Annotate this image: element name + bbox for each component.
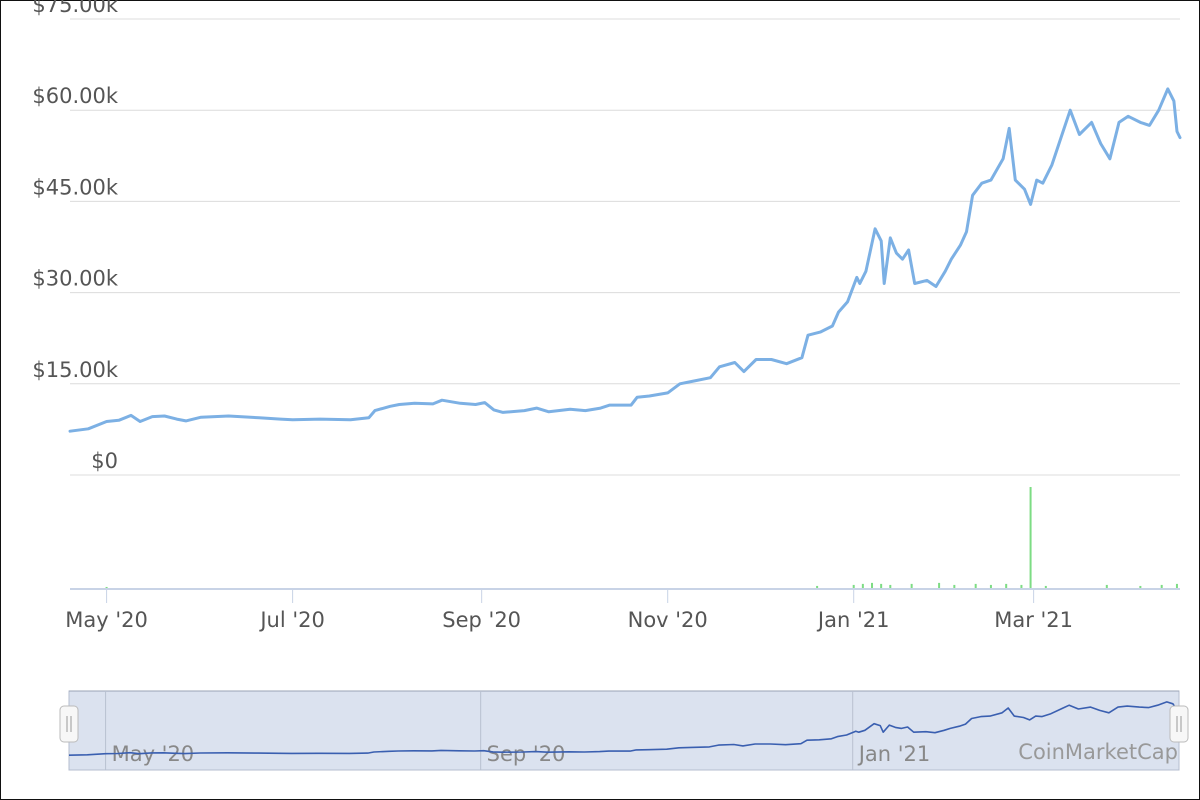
volume-bar — [1020, 584, 1023, 589]
volume-bar — [1005, 583, 1008, 589]
volume-bar — [974, 583, 977, 589]
volume-bar — [861, 583, 864, 589]
x-tick-label: Jul '20 — [258, 608, 325, 632]
volume-bar — [1105, 584, 1108, 589]
navigator-handle-right[interactable] — [1169, 705, 1189, 743]
y-tick-label: $15.00k — [32, 358, 118, 382]
navigator-line — [68, 701, 1180, 756]
y-tick-label: $0 — [91, 449, 118, 473]
price-series — [68, 87, 1182, 433]
y-tick-label: $75.00k — [32, 0, 118, 17]
navigator-tick-label: Jan '21 — [857, 742, 931, 766]
y-axis: $0 $15.00k $30.00k $45.00k $60.00k $75.00k — [32, 0, 118, 473]
volume-bar — [871, 582, 874, 589]
volume-bar — [1029, 487, 1032, 589]
volume-bar — [953, 584, 956, 589]
price-line — [68, 87, 1182, 433]
navigator-selection[interactable] — [68, 690, 1180, 771]
volume-bar — [105, 586, 108, 589]
volume-bar — [938, 582, 941, 589]
volume-bar — [816, 585, 819, 589]
navigator[interactable]: May '20 Sep '20 Jan '21 CoinMarketCap — [59, 690, 1189, 771]
x-tick-label: Nov '20 — [628, 608, 708, 632]
volume-bar — [1160, 584, 1163, 589]
volume-bar — [1044, 585, 1047, 589]
x-tick-label: Sep '20 — [442, 608, 521, 632]
volume-bar — [989, 584, 992, 589]
volume-bar — [852, 584, 855, 589]
y-tick-label: $60.00k — [32, 84, 118, 108]
volume-bar — [910, 583, 913, 589]
volume-bars — [105, 487, 1178, 589]
volume-bar — [889, 584, 892, 589]
x-tick-label: May '20 — [65, 608, 148, 632]
y-tick-label: $30.00k — [32, 267, 118, 291]
x-tick-label: Mar '21 — [994, 608, 1073, 632]
y-tick-label: $45.00k — [32, 175, 118, 199]
grid-lines — [70, 18, 1180, 476]
volume-bar — [1139, 585, 1142, 589]
volume-bar — [1175, 583, 1178, 589]
credit-label: CoinMarketCap — [1018, 740, 1178, 764]
x-tick-label: Jan '21 — [816, 608, 890, 632]
volume-bar — [880, 583, 883, 589]
x-axis: May '20 Jul '20 Sep '20 Nov '20 Jan '21 Mar '… — [65, 588, 1180, 632]
navigator-tick-label: Sep '20 — [487, 742, 566, 766]
navigator-handle-left[interactable] — [59, 705, 79, 743]
